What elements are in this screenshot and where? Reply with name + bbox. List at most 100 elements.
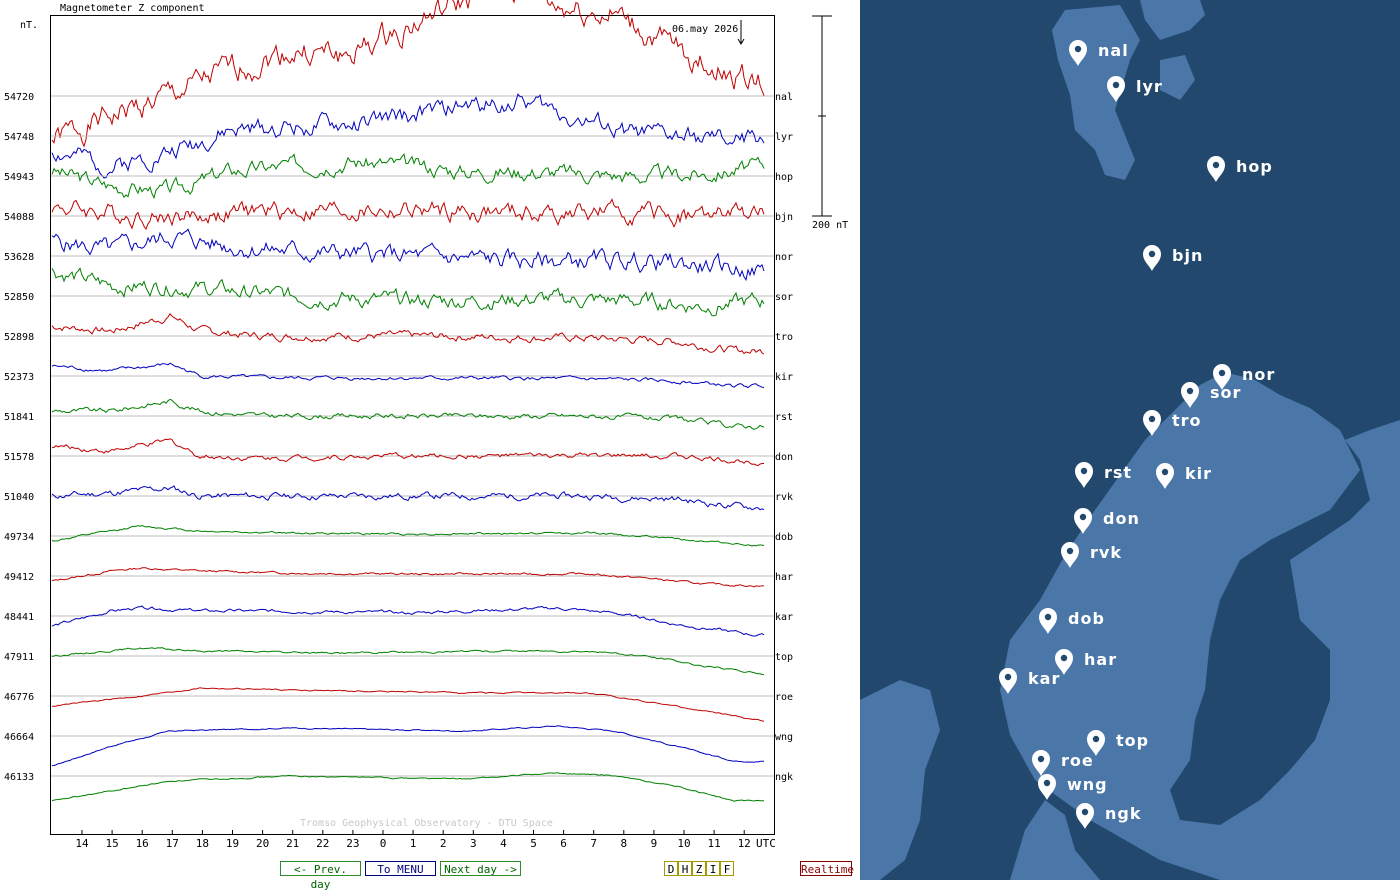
station-pin-tro[interactable]: tro [1143, 410, 1202, 436]
mode-i-button[interactable]: I [706, 861, 720, 876]
map-pin-dot [1148, 250, 1156, 258]
station-label: nor [1242, 365, 1275, 384]
x-tick-label: 4 [500, 837, 507, 850]
realtime-button[interactable]: Realtime [800, 861, 854, 876]
series-line-ngk [51, 772, 764, 802]
station-pin-hop[interactable]: hop [1207, 156, 1273, 182]
series-line-top [51, 647, 765, 676]
y-unit-label: nT. [20, 20, 38, 31]
map-pin-icon [1107, 76, 1125, 102]
series-sor: 52850 sor [4, 267, 793, 317]
x-tick-label: 22 [316, 837, 329, 850]
station-label: kar [1028, 669, 1060, 688]
x-tick-label: 14 [75, 837, 89, 850]
mode-h-button[interactable]: H [678, 861, 692, 876]
next-day-button[interactable]: Next day -> [440, 861, 521, 876]
station-code-label: tro [775, 332, 793, 343]
station-pin-rst[interactable]: rst [1075, 462, 1132, 488]
station-pin-kir[interactable]: kir [1156, 463, 1212, 489]
station-pin-rvk[interactable]: rvk [1061, 542, 1122, 568]
station-pin-nal[interactable]: nal [1069, 40, 1129, 66]
station-pin-dob[interactable]: dob [1039, 608, 1105, 634]
x-tick-label: 19 [226, 837, 239, 850]
series-hop: 54943 hop [4, 153, 793, 200]
station-code-label: sor [775, 292, 793, 303]
date-arrow [737, 20, 745, 45]
map-pin-dot [1218, 369, 1226, 377]
series-line-kar [51, 605, 765, 637]
mode-d-button[interactable]: D [664, 861, 678, 876]
station-pin-wng[interactable]: wng [1038, 774, 1108, 800]
magnetometer-chart: Magnetometer Z component nT. 06.may 2026… [4, 0, 848, 850]
series-line-wng [51, 725, 764, 767]
station-code-label: har [775, 572, 793, 583]
prev-day-button[interactable]: <- Prev. day [280, 861, 361, 891]
station-label: kir [1185, 464, 1212, 483]
series-line-nal [51, 0, 765, 148]
baseline-value-label: 53628 [4, 252, 34, 263]
series-line-tro [51, 312, 765, 355]
x-tick-label: 3 [470, 837, 477, 850]
station-pin-ngk[interactable]: ngk [1076, 803, 1141, 829]
station-map: nal lyr hop bjn nor sor tro rst kir don rvk dob har k… [860, 0, 1400, 880]
series-ngk: 46133 ngk [4, 772, 793, 802]
station-pin-har[interactable]: har [1055, 649, 1117, 675]
plot-frame [50, 15, 775, 835]
map-pin-icon [1076, 803, 1094, 829]
map-pin-icon [1075, 462, 1093, 488]
series-don: 51578 don [4, 438, 793, 467]
station-code-label: rvk [775, 492, 793, 503]
mode-z-button[interactable]: Z [692, 861, 706, 876]
series-line-rvk [51, 485, 765, 511]
station-pin-sor[interactable]: sor [1181, 382, 1241, 408]
station-pin-nor[interactable]: nor [1213, 364, 1275, 390]
station-code-label: bjn [775, 212, 793, 223]
station-pin-roe[interactable]: roe [1032, 750, 1094, 776]
station-code-label: wng [775, 732, 793, 743]
station-code-label: kar [775, 612, 793, 623]
station-label: rvk [1090, 543, 1122, 562]
station-label: hop [1236, 157, 1273, 176]
station-pin-top[interactable]: top [1087, 730, 1149, 756]
map-pin-dot [1080, 467, 1088, 475]
station-pin-bjn[interactable]: bjn [1143, 245, 1203, 271]
station-label: dob [1068, 609, 1105, 628]
map-pin-icon [1087, 730, 1105, 756]
x-tick-label: 12 [738, 837, 751, 850]
station-label: sor [1210, 383, 1241, 402]
x-tick-label: 17 [166, 837, 179, 850]
x-tick-label: 2 [440, 837, 447, 850]
x-axis-ticks: 14 15 16 17 18 19 20 21 22 23 0 1 2 3 4 5 6 7 8 9 10 11 12 [75, 830, 751, 850]
map-pin-icon [1074, 508, 1092, 534]
series-har: 49412 har [4, 567, 793, 588]
station-label: tro [1172, 411, 1202, 430]
station-code-label: hop [775, 172, 793, 183]
mode-f-button[interactable]: F [720, 861, 734, 876]
menu-button[interactable]: To MENU [365, 861, 436, 876]
series-top: 47911 top [4, 647, 793, 676]
series-dob: 49734 dob [4, 524, 793, 547]
map-pin-icon [1039, 608, 1057, 634]
station-pin-don[interactable]: don [1074, 508, 1140, 534]
map-pin-icon [1156, 463, 1174, 489]
x-tick-label: 7 [590, 837, 597, 850]
x-tick-label: 18 [196, 837, 209, 850]
station-label: rst [1104, 463, 1132, 482]
map-pin-icon [999, 668, 1017, 694]
series-bjn: 54088 bjn [4, 198, 793, 231]
station-code-label: kir [775, 372, 793, 383]
x-tick-label: 11 [707, 837, 720, 850]
station-pin-lyr[interactable]: lyr [1107, 76, 1163, 102]
station-pin-kar[interactable]: kar [999, 668, 1060, 694]
map-pin-dot [1060, 654, 1068, 662]
series-line-lyr [51, 93, 765, 179]
series-layer: 54720 nal 54748 lyr 54943 hop 54088 bjn 53628 nor… [4, 0, 793, 802]
series-line-sor [51, 267, 765, 317]
series-kir: 52373 kir [4, 362, 793, 389]
map-pin-icon [1038, 774, 1056, 800]
map-pin-icon [1069, 40, 1087, 66]
x-tick-label: 23 [346, 837, 359, 850]
station-code-label: lyr [775, 132, 793, 143]
map-pin-dot [1092, 735, 1100, 743]
station-code-label: nor [775, 252, 793, 263]
